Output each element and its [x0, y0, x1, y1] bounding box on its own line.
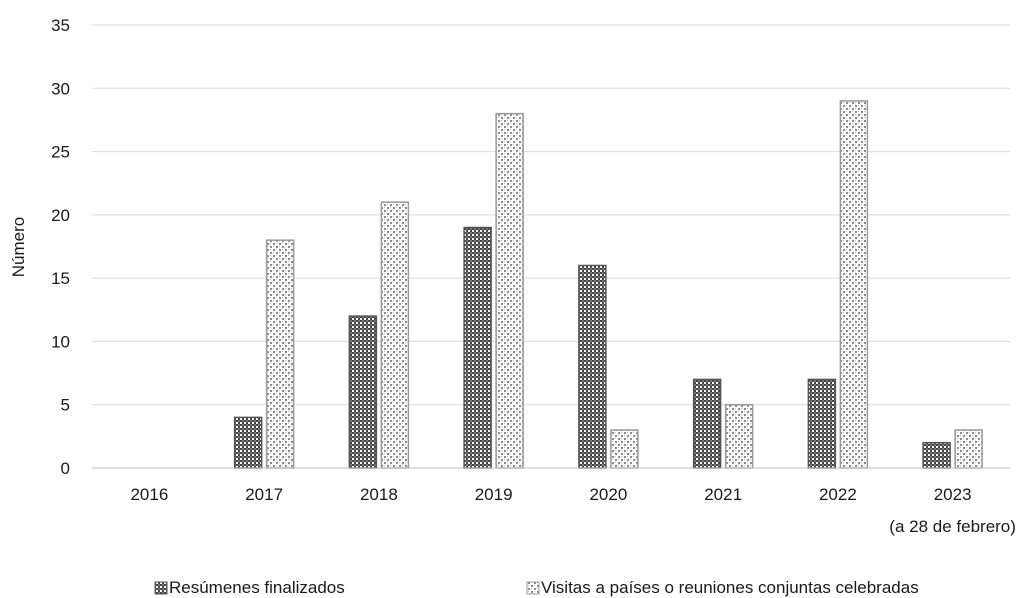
x-tick-label-2022: 2022: [819, 485, 857, 504]
gridlines: [92, 24, 1010, 406]
y-tick-label-10: 10: [51, 332, 70, 351]
bar-series-0-2020: [578, 264, 607, 469]
x-tick-label-2023: 2023: [934, 485, 972, 504]
bar-series-0-2018: [348, 315, 378, 469]
legend: Resúmenes finalizados Visitas a países o…: [154, 578, 919, 597]
bar-series-1-2021: [724, 403, 754, 469]
bar-series-1-2019: [495, 112, 524, 469]
x-tick-label-2018: 2018: [360, 485, 398, 504]
x-tick-label-2019: 2019: [475, 485, 513, 504]
bar-series-1-2018: [380, 201, 410, 469]
bar-series-0-2019: [463, 226, 492, 469]
y-tick-label-20: 20: [51, 206, 70, 225]
y-tick-label-30: 30: [51, 79, 70, 98]
y-tick-label-25: 25: [51, 143, 70, 162]
y-tick-label-35: 35: [51, 16, 70, 35]
x-tick-label-2021: 2021: [704, 485, 742, 504]
legend-label-series-0: Resúmenes finalizados: [169, 578, 345, 597]
bar-series-1-2020: [610, 429, 639, 469]
legend-label-series-1: Visitas a países o reuniones conjuntas c…: [541, 578, 919, 597]
y-tick-label-5: 5: [61, 396, 70, 415]
x-tick-note-2023: (a 28 de febrero): [889, 517, 1016, 536]
legend-swatch-series-0: [154, 581, 168, 595]
x-tick-label-2017: 2017: [245, 485, 283, 504]
bars: [233, 100, 983, 469]
y-axis-ticks: 0 5 10 15 20 25 30 35: [51, 16, 70, 478]
bar-series-0-2023: [922, 441, 951, 469]
x-tick-label-2020: 2020: [589, 485, 627, 504]
y-tick-label-0: 0: [61, 459, 70, 478]
bar-series-1-2022: [839, 100, 869, 469]
bar-series-1-2023: [954, 429, 983, 469]
legend-swatch-series-1: [526, 581, 540, 595]
x-tick-label-2016: 2016: [130, 485, 168, 504]
bar-series-0-2017: [233, 416, 263, 469]
bar-series-0-2021: [692, 378, 722, 469]
y-tick-label-15: 15: [51, 269, 70, 288]
y-axis-title: Número: [9, 217, 28, 277]
x-axis-ticks: 2016 2017 2018 2019 2020 2021 2022 2023 (a 28 de…: [130, 485, 1015, 536]
bar-series-0-2022: [807, 378, 837, 469]
bar-series-1-2017: [265, 239, 295, 469]
